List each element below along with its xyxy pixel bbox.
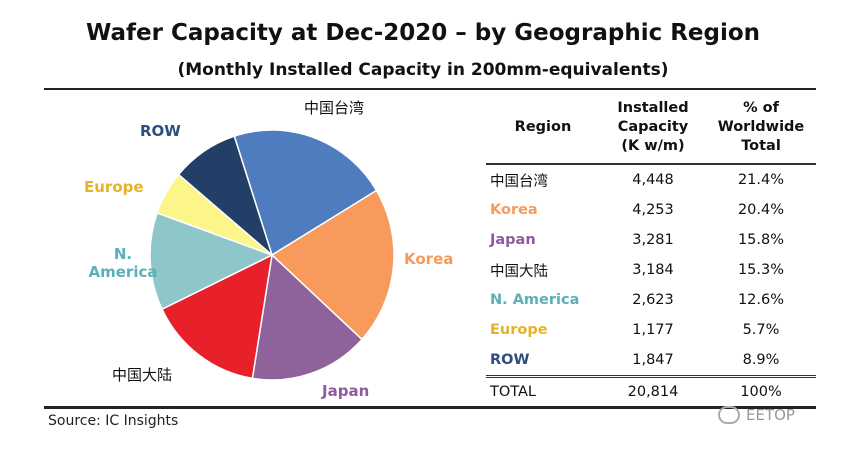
pie-slice-mainland — [161, 253, 273, 380]
total-label: TOTAL — [486, 375, 600, 406]
pie-label-row: ROW — [140, 122, 181, 140]
total-percent: 100% — [706, 375, 816, 406]
table-cell-percent: 12.6% — [737, 292, 785, 308]
pie-label-north-america-text: N. America — [88, 245, 158, 281]
pie-slice-korea — [270, 189, 395, 341]
table-cell-capacity: 2,623 — [632, 292, 674, 308]
table-cell-capacity: 4,253 — [632, 202, 674, 218]
table-cell-percent: 8.9% — [742, 352, 780, 368]
table-body: 中国台湾 4,448 21.4% Korea 4,253 20.4% Japan 3,281 1… — [486, 163, 816, 377]
source-note: Source: IC Insights — [48, 413, 179, 429]
table-cell-region: ROW — [490, 352, 530, 368]
table-cell-percent: 5.7% — [742, 322, 780, 338]
table-row: ROW 1,847 8.9% — [486, 345, 816, 377]
table-row: N. America 2,623 12.6% — [486, 285, 816, 315]
table-total-row: TOTAL 20,814 100% — [486, 375, 816, 406]
table-header-row: Region Installed Capacity (K w/m) % of W… — [486, 92, 816, 164]
table-cell-percent: 15.8% — [737, 232, 785, 248]
header-capacity-text: Installed Capacity (K w/m) — [617, 100, 689, 154]
table-row: Korea 4,253 20.4% — [486, 195, 816, 225]
pie-label-europe: Europe — [84, 178, 144, 196]
header-percent-text: % of Worldwide Total — [717, 100, 805, 154]
watermark-text: EETOP — [746, 406, 795, 424]
top-rule — [44, 88, 816, 90]
table-row: Europe 1,177 5.7% — [486, 315, 816, 345]
table-cell-capacity: 1,177 — [632, 322, 674, 338]
bottom-rule — [44, 406, 816, 409]
table-cell-region: 中国台湾 — [486, 163, 600, 195]
pie-slice-japan — [251, 253, 363, 381]
total-capacity: 20,814 — [600, 375, 706, 406]
pie-slice-row — [177, 135, 274, 258]
pie-label-mainland: 中国大陆 — [112, 366, 173, 384]
table-cell-capacity: 3,184 — [632, 262, 674, 278]
table-cell-region: Korea — [490, 202, 538, 218]
table-cell-region: Japan — [490, 232, 536, 248]
watermark: EETOP — [718, 406, 795, 424]
header-capacity: Installed Capacity (K w/m) — [600, 92, 706, 164]
pie-label-korea: Korea — [404, 250, 454, 268]
table-cell-capacity: 1,847 — [632, 352, 674, 368]
table-cell-percent: 15.3% — [737, 262, 785, 278]
table-cell-capacity: 4,448 — [600, 163, 706, 195]
header-region: Region — [514, 119, 572, 135]
chart-subtitle: (Monthly Installed Capacity in 200mm-equ… — [177, 60, 669, 80]
wechat-icon — [718, 406, 740, 424]
pie-slice-taiwan — [233, 129, 378, 257]
table-cell-region: Europe — [490, 322, 548, 338]
pie-label-north-america: N. America — [87, 245, 177, 281]
header-percent: % of Worldwide Total — [706, 92, 816, 164]
pie-label-taiwan: 中国台湾 — [304, 99, 365, 117]
table-row: 中国大陆 3,184 15.3% — [486, 255, 816, 285]
pie-label-japan: Japan — [322, 382, 370, 400]
table-cell-capacity: 3,281 — [632, 232, 674, 248]
pie-slice-north-america — [149, 211, 274, 311]
table-row: 中国台湾 4,448 21.4% — [486, 163, 816, 195]
capacity-table: Region Installed Capacity (K w/m) % of W… — [486, 92, 816, 406]
chart-title: Wafer Capacity at Dec-2020 – by Geograph… — [85, 20, 761, 46]
table-cell-region: N. America — [490, 292, 580, 308]
table-cell-region: 中国大陆 — [490, 263, 548, 280]
table-cell-percent: 21.4% — [706, 163, 816, 195]
table-cell-percent: 20.4% — [737, 202, 785, 218]
table-row: Japan 3,281 15.8% — [486, 225, 816, 255]
